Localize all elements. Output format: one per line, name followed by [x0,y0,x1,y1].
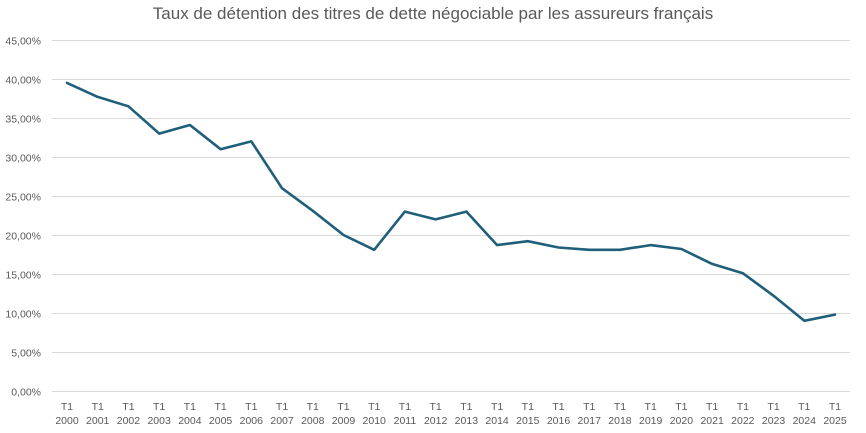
x-tick-quarter: T1 [184,401,196,413]
series-line [65,81,837,323]
x-tick-label: T1 2005 [209,401,233,427]
x-tick-year: 2013 [455,415,479,427]
x-axis-tick-labels: T1 2000 T1 2001 T1 2002 T1 2003 T1 2004 T1 2005 T1 20… [55,401,847,427]
x-tick-label: T1 2000 [55,401,79,427]
x-tick-quarter: T1 [706,401,718,413]
x-tick-label: T1 2002 [117,401,141,427]
y-tick-label: 5,00% [11,348,41,360]
x-tick-quarter: T1 [522,401,534,413]
series-layer [65,81,837,323]
x-tick-year: 2025 [823,415,847,427]
x-tick-year: 2010 [363,415,387,427]
x-tick-label: T1 2025 [823,401,847,427]
x-tick-year: 2012 [424,415,448,427]
x-tick-quarter: T1 [491,401,503,413]
x-tick-year: 2014 [485,415,509,427]
x-tick-quarter: T1 [276,401,288,413]
x-tick-quarter: T1 [798,401,810,413]
y-tick-label: 20,00% [5,231,41,243]
x-tick-quarter: T1 [829,401,841,413]
x-tick-label: T1 2015 [516,401,540,427]
x-tick-year: 2020 [670,415,694,427]
x-tick-year: 2006 [240,415,264,427]
x-tick-year: 2016 [547,415,571,427]
x-tick-year: 2008 [301,415,325,427]
x-tick-year: 2024 [793,415,817,427]
x-tick-label: T1 2007 [270,401,294,427]
x-tick-label: T1 2008 [301,401,325,427]
x-tick-year: 2019 [639,415,663,427]
x-tick-label: T1 2024 [793,401,817,427]
x-tick-quarter: T1 [767,401,779,413]
x-tick-label: T1 2016 [547,401,571,427]
x-tick-label: T1 2021 [700,401,724,427]
x-tick-quarter: T1 [430,401,442,413]
x-tick-year: 2003 [147,415,171,427]
x-tick-label: T1 2003 [147,401,171,427]
x-tick-year: 2017 [578,415,602,427]
y-axis-tick-labels: 0,00% 5,00% 10,00% 15,00% 20,00% 25,00% 30,00%… [5,36,41,399]
x-tick-label: T1 2020 [670,401,694,427]
x-tick-quarter: T1 [307,401,319,413]
x-tick-quarter: T1 [399,401,411,413]
x-tick-year: 2023 [762,415,786,427]
x-tick-quarter: T1 [245,401,257,413]
y-tick-label: 0,00% [11,387,41,399]
x-tick-label: T1 2006 [240,401,264,427]
x-tick-quarter: T1 [552,401,564,413]
x-tick-quarter: T1 [583,401,595,413]
x-tick-year: 2005 [209,415,233,427]
x-tick-label: T1 2010 [363,401,387,427]
x-tick-label: T1 2018 [608,401,632,427]
y-tick-label: 40,00% [5,75,41,87]
x-tick-year: 2004 [178,415,202,427]
x-tick-label: T1 2023 [762,401,786,427]
x-tick-quarter: T1 [645,401,657,413]
x-tick-quarter: T1 [614,401,626,413]
x-tick-year: 2007 [270,415,294,427]
x-tick-quarter: T1 [737,401,749,413]
x-tick-year: 2021 [700,415,724,427]
x-tick-label: T1 2022 [731,401,755,427]
x-tick-quarter: T1 [337,401,349,413]
y-tick-label: 30,00% [5,153,41,165]
x-tick-label: T1 2009 [332,401,356,427]
x-tick-label: T1 2012 [424,401,448,427]
x-tick-quarter: T1 [61,401,73,413]
x-tick-label: T1 2011 [394,401,417,427]
x-tick-quarter: T1 [122,401,134,413]
x-tick-quarter: T1 [92,401,104,413]
x-tick-year: 2022 [731,415,755,427]
gridlines [52,40,850,392]
x-tick-quarter: T1 [214,401,226,413]
x-tick-quarter: T1 [460,401,472,413]
chart-title: Taux de détention des titres de dette né… [153,4,713,23]
y-tick-label: 45,00% [5,36,41,48]
x-tick-quarter: T1 [675,401,687,413]
x-tick-year: 2011 [394,415,417,427]
x-tick-label: T1 2019 [639,401,663,427]
x-tick-year: 2015 [516,415,540,427]
x-tick-label: T1 2001 [86,401,110,427]
x-tick-year: 2001 [86,415,110,427]
x-tick-label: T1 2004 [178,401,202,427]
x-tick-label: T1 2013 [455,401,479,427]
y-tick-label: 10,00% [5,309,41,321]
x-tick-year: 2018 [608,415,632,427]
y-tick-label: 35,00% [5,114,41,126]
x-tick-year: 2009 [332,415,356,427]
x-tick-year: 2002 [117,415,141,427]
x-tick-label: T1 2014 [485,401,509,427]
x-tick-label: T1 2017 [578,401,602,427]
x-tick-quarter: T1 [153,401,165,413]
y-tick-label: 25,00% [5,192,41,204]
y-tick-label: 15,00% [5,270,41,282]
x-tick-quarter: T1 [368,401,380,413]
x-tick-year: 2000 [55,415,79,427]
